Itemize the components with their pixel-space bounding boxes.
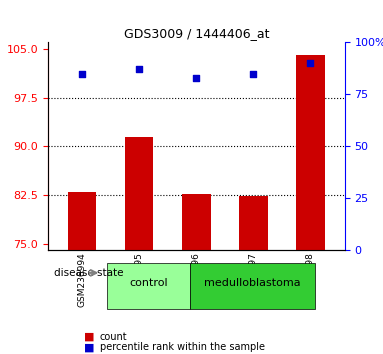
Text: GSM236995: GSM236995 [135,252,144,307]
Bar [125,137,154,250]
Point [250,71,257,76]
Point [308,61,314,66]
Bar [68,192,97,250]
Text: percentile rank within the sample: percentile rank within the sample [100,342,265,353]
Point [79,71,85,76]
Text: disease state: disease state [54,268,123,278]
Text: medulloblastoma: medulloblastoma [205,278,301,287]
FancyBboxPatch shape [190,263,315,309]
Text: GSM236996: GSM236996 [192,252,201,307]
FancyBboxPatch shape [107,263,190,309]
Text: GSM236998: GSM236998 [306,252,315,307]
Text: GSM236994: GSM236994 [78,252,87,307]
Text: control: control [129,278,168,287]
Bar [239,196,268,250]
Title: GDS3009 / 1444406_at: GDS3009 / 1444406_at [124,27,269,40]
Point [193,75,200,81]
Bar [182,194,211,250]
Text: ■: ■ [84,342,95,353]
Point [136,67,142,72]
Text: count: count [100,332,127,342]
Bar [296,56,325,250]
Text: GSM236997: GSM236997 [249,252,258,307]
Text: ■: ■ [84,332,95,342]
